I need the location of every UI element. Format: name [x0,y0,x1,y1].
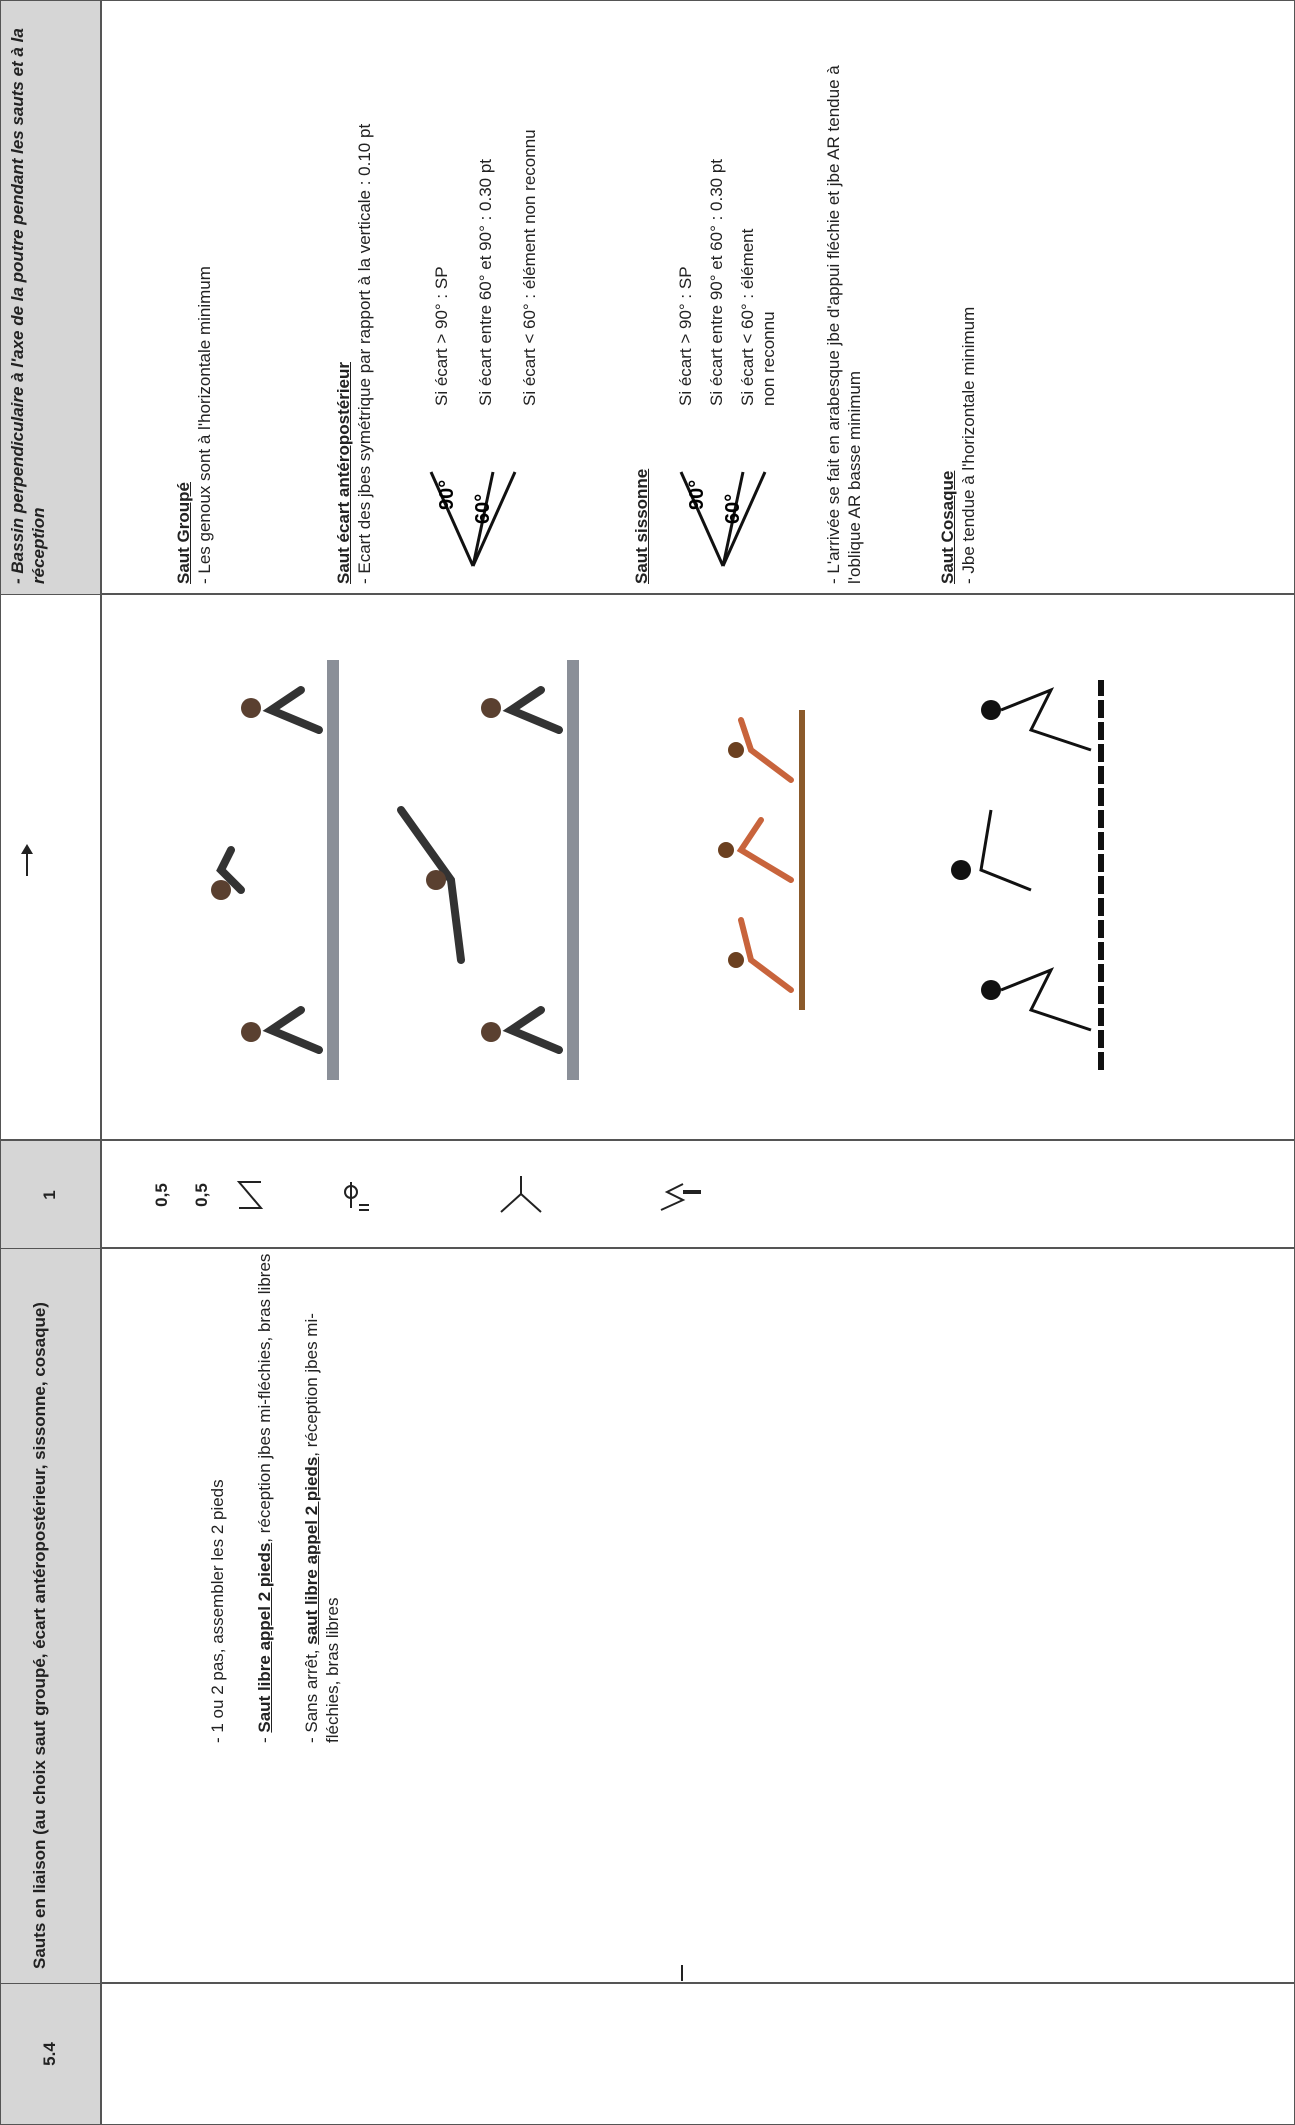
saut-ecart [397,660,579,1080]
criteria-line: - Jbe tendue à l'horizontale minimum [959,306,978,584]
condition: Si écart entre 90° et 60° : 0.30 pt [707,158,726,406]
criteria-header: - Bassin perpendiculaire à l'axe de la p… [8,28,48,584]
description-item: - Saut libre appel 2 pieds, réception jb… [254,1254,275,1743]
angle-label: 60° [722,494,744,524]
body-cell [100,1982,1295,2125]
criteria-line: - L'arrivée se fait en arabesque jbe d'a… [824,65,864,584]
condition: Si écart < 60° : élément non reconnu [520,129,539,406]
body-cell: 0,5 0,5 [100,1139,1295,1249]
element-number: 5.4 [40,2042,59,2066]
angle-diagram: 90° 60° [429,471,517,567]
section-title: Saut Cosaque [938,470,957,584]
header-cell [0,593,102,1141]
illustrations [211,660,1104,1080]
saut-sissonne [718,710,805,1010]
header-cell: - Bassin perpendiculaire à l'axe de la p… [0,0,102,595]
description-item: - Sans arrêt, saut libre appel 2 pieds, … [301,1293,343,1743]
header-cell: 5.4 [0,1982,102,2125]
angle-diagram: 90° 60° [679,471,767,567]
arrow-icon [21,844,33,876]
element-title: Sauts en liaison (au choix saut groupé, … [30,1302,49,1969]
section-title: Saut sissonne [632,468,651,584]
condition: Si écart entre 60° et 90° : 0.30 pt [476,158,495,406]
criteria-line: - Ecart des jbes symétrique par rapport … [355,123,374,584]
condition: Si écart < 60° : élément non reconnu [738,228,778,406]
angle-label: 60° [472,494,494,524]
condition: Si écart > 90° : SP [676,266,695,406]
dash-mark [681,1965,683,1981]
header-cell: 1 [0,1139,102,1249]
body-cell [100,593,1295,1141]
points: 0,5 [152,1183,171,1207]
text: - Sans arrêt, [302,1644,321,1743]
symbols [236,1176,701,1213]
emphasis: Saut libre appel 2 pieds [255,1542,274,1733]
header-cell: Sauts en liaison (au choix saut groupé, … [0,1247,102,1984]
points: 0,5 [192,1183,211,1207]
text: - [255,1732,274,1743]
coefficient: 1 [40,1190,59,1200]
saut-groupe [211,660,339,1080]
emphasis: saut libre appel 2 pieds [302,1456,321,1645]
saut-cosaque [951,680,1104,1070]
body-cell: - 1 ou 2 pas, assembler les 2 pieds - Sa… [100,1247,1295,1984]
angle-label: 90° [686,480,708,510]
section-title: Saut Groupé [174,481,193,584]
description-item: - 1 ou 2 pas, assembler les 2 pieds [208,1479,227,1743]
body-cell: Saut Groupé - Les genoux sont à l'horizo… [100,0,1295,595]
condition: Si écart > 90° : SP [432,266,451,406]
section-title: Saut écart antéropostérieur [334,361,353,584]
text: , réception jbes mi-fléchies, bras libre… [255,1253,274,1543]
criteria-line: - Les genoux sont à l'horizontale minimu… [195,266,214,584]
angle-label: 90° [436,480,458,510]
